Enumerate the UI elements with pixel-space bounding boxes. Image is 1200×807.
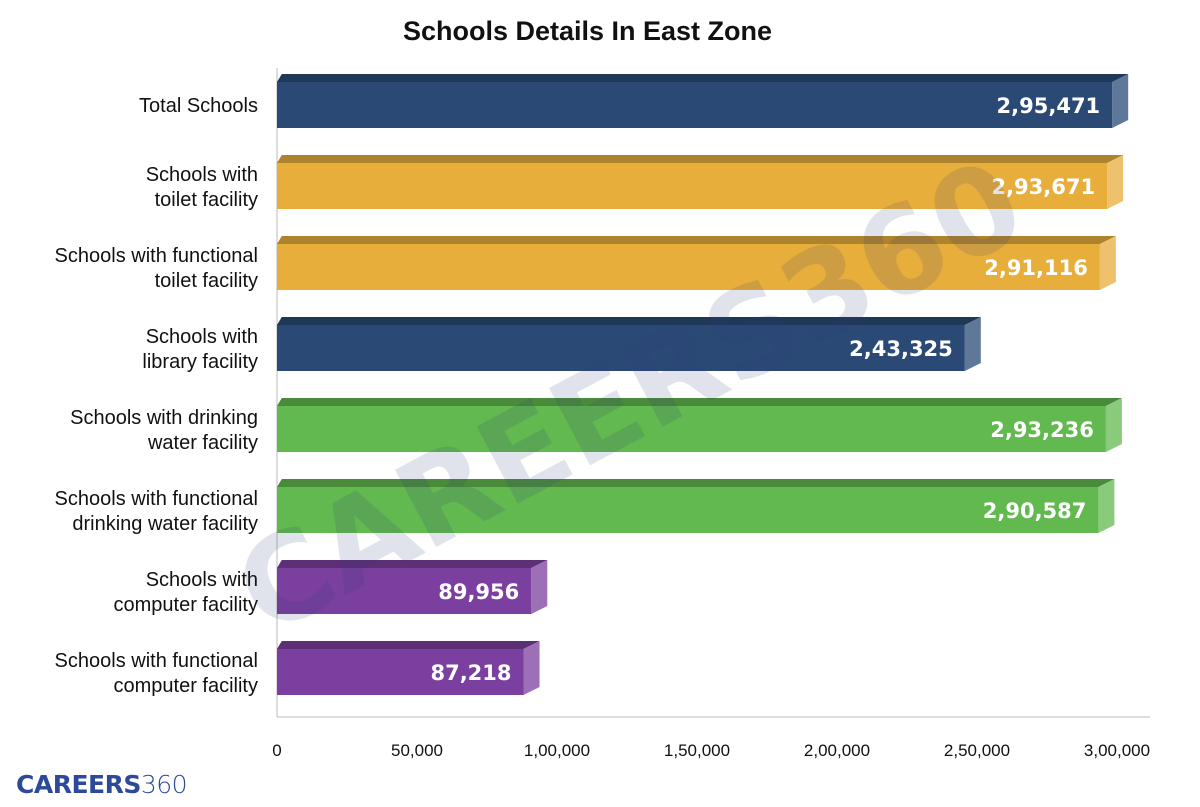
bar-side-face bbox=[1107, 155, 1124, 209]
x-tick-label: 0 bbox=[272, 741, 281, 760]
data-label: 2,95,471 bbox=[997, 94, 1101, 118]
category-label: Schools with functional bbox=[55, 488, 258, 510]
bar-top-face bbox=[277, 155, 1124, 163]
category-label: Schools with functional bbox=[55, 650, 258, 672]
category-label: Schools with bbox=[146, 326, 258, 348]
bar bbox=[277, 82, 1113, 128]
bar-side-face bbox=[531, 560, 548, 614]
logo-light-text: 360 bbox=[140, 770, 188, 799]
data-label: 2,93,236 bbox=[990, 418, 1094, 442]
x-tick-label: 2,50,000 bbox=[944, 741, 1010, 760]
category-label: toilet facility bbox=[155, 189, 258, 211]
bar-side-face bbox=[523, 641, 540, 695]
bar-top-face bbox=[277, 641, 540, 649]
bar-side-face bbox=[1098, 479, 1115, 533]
bar-top-face bbox=[277, 398, 1122, 406]
category-label: Schools with functional bbox=[55, 245, 258, 267]
category-label: computer facility bbox=[114, 594, 259, 616]
careers360-logo: CAREERS360 bbox=[16, 770, 188, 800]
data-label: 87,218 bbox=[430, 661, 511, 685]
bar bbox=[277, 649, 524, 695]
bar-side-face bbox=[1112, 74, 1129, 128]
category-label: drinking water facility bbox=[72, 513, 258, 535]
category-label: library facility bbox=[142, 351, 258, 373]
bar-top-face bbox=[277, 317, 981, 325]
category-label: Schools with bbox=[146, 164, 258, 186]
bar-side-face bbox=[964, 317, 981, 371]
x-tick-label: 50,000 bbox=[391, 741, 443, 760]
bar-top-face bbox=[277, 74, 1129, 82]
chart-title: Schools Details In East Zone bbox=[402, 16, 773, 46]
bar bbox=[277, 487, 1099, 533]
data-label: 89,956 bbox=[438, 580, 519, 604]
category-label: water facility bbox=[147, 432, 258, 454]
bar-top-face bbox=[277, 560, 548, 568]
bar-side-face bbox=[1105, 398, 1122, 452]
category-label: computer facility bbox=[114, 675, 259, 697]
data-label: 2,90,587 bbox=[983, 499, 1087, 523]
bar-top-face bbox=[277, 236, 1116, 244]
data-label: 2,93,671 bbox=[991, 175, 1095, 199]
data-label: 2,43,325 bbox=[849, 337, 953, 361]
x-tick-label: 1,50,000 bbox=[664, 741, 730, 760]
data-label: 2,91,116 bbox=[984, 256, 1088, 280]
x-tick-label: 2,00,000 bbox=[804, 741, 870, 760]
category-label: Schools with bbox=[146, 569, 258, 591]
bar-top-face bbox=[277, 479, 1115, 487]
bar bbox=[277, 244, 1100, 290]
logo-bold-text: CAREERS bbox=[16, 770, 141, 799]
category-label: Schools with drinking bbox=[70, 407, 258, 429]
bar bbox=[277, 568, 532, 614]
x-tick-label: 1,00,000 bbox=[524, 741, 590, 760]
x-tick-label: 3,00,000 bbox=[1084, 741, 1150, 760]
category-label: toilet facility bbox=[155, 270, 258, 292]
category-label: Total Schools bbox=[139, 95, 258, 117]
bar bbox=[277, 163, 1108, 209]
bar-side-face bbox=[1099, 236, 1116, 290]
bar bbox=[277, 406, 1106, 452]
bar bbox=[277, 325, 965, 371]
